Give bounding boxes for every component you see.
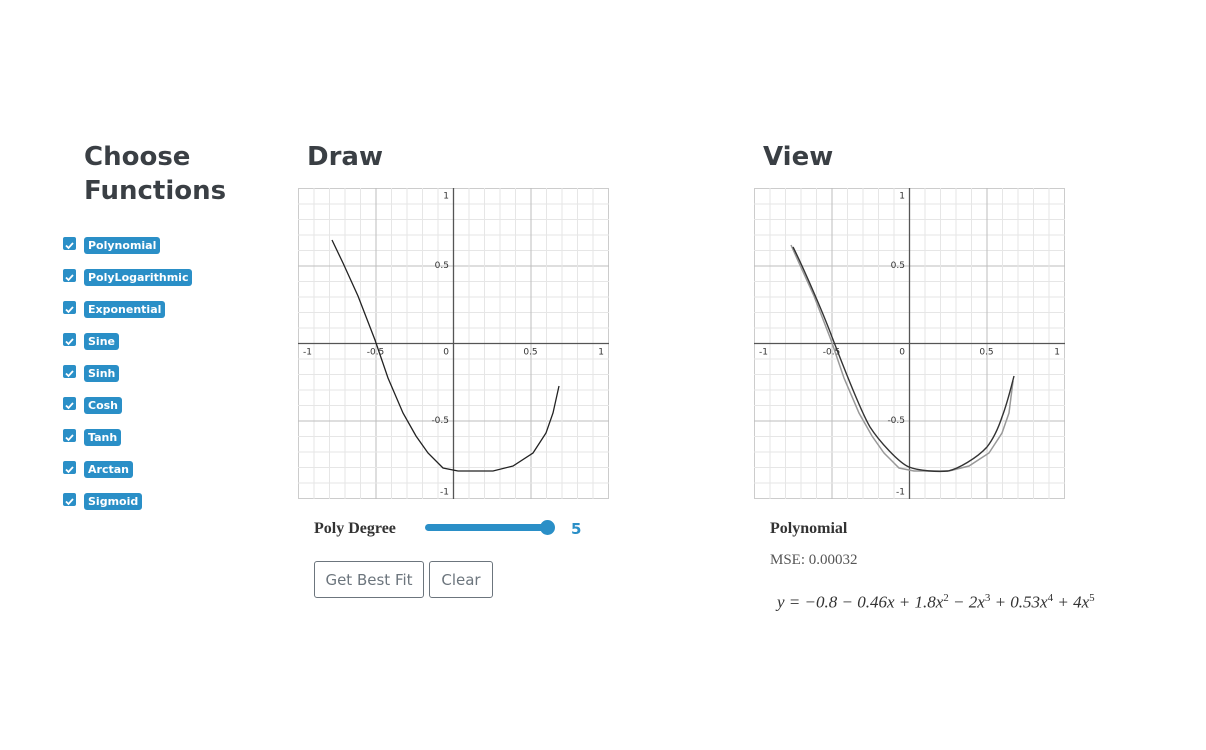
degree-slider[interactable] xyxy=(425,520,555,535)
drawn-curve xyxy=(331,239,560,472)
checkbox[interactable] xyxy=(63,364,76,378)
check-icon xyxy=(65,305,74,313)
best-fit-button[interactable]: Get Best Fit xyxy=(314,561,424,598)
function-option[interactable]: Sigmoid xyxy=(63,491,143,511)
draw-canvas[interactable]: -1 -0.5 0 0.5 1 1 0.5 -0.5 -1 xyxy=(298,188,609,499)
fit-curve xyxy=(792,246,1015,473)
checkbox[interactable] xyxy=(63,268,76,282)
x-tick-label: 0.5 xyxy=(979,348,993,358)
check-icon xyxy=(65,497,74,505)
function-label: Sigmoid xyxy=(84,492,143,510)
check-icon xyxy=(65,465,74,473)
checkbox[interactable] xyxy=(63,428,76,442)
function-option[interactable]: Exponential xyxy=(63,299,166,319)
equation-exponent: 4 xyxy=(1047,592,1054,604)
x-tick-label: 0 xyxy=(899,348,905,358)
view-canvas: -1 -0.5 0 0.5 1 1 0.5 -0.5 -1 xyxy=(754,188,1065,499)
function-label: Tanh xyxy=(84,428,122,446)
equation-term: + 0.53x xyxy=(990,592,1048,612)
function-option[interactable]: Sine xyxy=(63,331,119,351)
y-tick-label: 1 xyxy=(443,192,449,202)
y-tick-label: -1 xyxy=(896,488,905,498)
x-tick-label: -1 xyxy=(303,348,312,358)
x-tick-label: 1 xyxy=(1054,348,1060,358)
equation-exponent: 5 xyxy=(1089,592,1095,604)
y-tick-label: 1 xyxy=(899,192,905,202)
function-label: PolyLogarithmic xyxy=(84,268,193,286)
function-label: Cosh xyxy=(84,396,123,414)
x-tick-label: 0.5 xyxy=(523,348,537,358)
checkbox[interactable] xyxy=(63,460,76,474)
drawn-curve xyxy=(790,244,1014,472)
function-option[interactable]: PolyLogarithmic xyxy=(63,267,193,287)
function-option[interactable]: Arctan xyxy=(63,459,133,479)
checkbox[interactable] xyxy=(63,492,76,506)
checkbox[interactable] xyxy=(63,332,76,346)
x-tick-label: -1 xyxy=(759,348,768,358)
equation-exponent: 2 xyxy=(943,592,949,604)
view-title: View xyxy=(763,142,834,172)
checkbox[interactable] xyxy=(63,236,76,250)
x-tick-label: -0.5 xyxy=(823,348,841,358)
y-tick-label: 0.5 xyxy=(435,261,449,271)
x-tick-label: 1 xyxy=(598,348,604,358)
y-tick-label: -1 xyxy=(440,488,449,498)
equation-term: + 4x xyxy=(1053,592,1090,612)
equation-exponent: 3 xyxy=(984,592,991,604)
slider-thumb[interactable] xyxy=(540,520,555,535)
checkbox[interactable] xyxy=(63,300,76,314)
y-tick-label: -0.5 xyxy=(431,416,449,426)
check-icon xyxy=(65,401,74,409)
check-icon xyxy=(65,369,74,377)
equation-term: y = −0.8 − 0.46x + 1.8x xyxy=(777,592,944,612)
mse: MSE: 0.00032 xyxy=(770,552,858,568)
y-tick-label: -0.5 xyxy=(887,416,905,426)
function-label: Exponential xyxy=(84,300,166,318)
function-label: Arctan xyxy=(84,460,133,478)
function-option[interactable]: Polynomial xyxy=(63,235,161,255)
x-tick-label: -0.5 xyxy=(367,348,385,358)
y-tick-label: 0.5 xyxy=(891,261,905,271)
function-label: Sine xyxy=(84,332,119,350)
degree-value: 5 xyxy=(571,520,582,538)
checkbox[interactable] xyxy=(63,396,76,410)
function-name: Polynomial xyxy=(770,520,848,537)
draw-title: Draw xyxy=(307,142,383,172)
equation-term: − 2x xyxy=(948,592,985,612)
check-icon xyxy=(65,337,74,345)
x-tick-label: 0 xyxy=(443,348,449,358)
function-label: Polynomial xyxy=(84,236,161,254)
equation: y = −0.8 − 0.46x + 1.8x2 − 2x3 + 0.53x4 … xyxy=(777,592,1095,613)
check-icon xyxy=(65,241,74,249)
check-icon xyxy=(65,433,74,441)
sidebar-title: Choose Functions xyxy=(84,142,227,206)
function-option[interactable]: Sinh xyxy=(63,363,120,383)
function-label: Sinh xyxy=(84,364,120,382)
check-icon xyxy=(65,273,74,281)
degree-label: Poly Degree xyxy=(314,520,396,537)
function-option[interactable]: Tanh xyxy=(63,427,122,447)
clear-button[interactable]: Clear xyxy=(429,561,493,598)
function-option[interactable]: Cosh xyxy=(63,395,123,415)
